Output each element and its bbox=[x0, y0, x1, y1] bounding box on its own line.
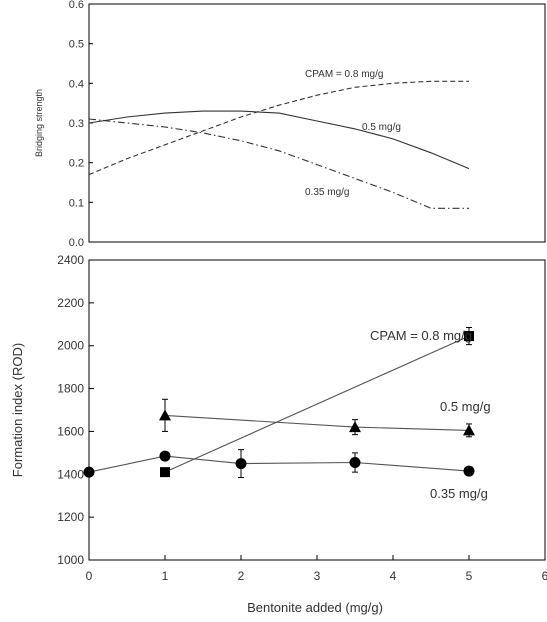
top-y-tick-label: 0.1 bbox=[69, 197, 84, 209]
bottom-series bbox=[83, 327, 475, 478]
top-series-lines bbox=[88, 80, 470, 209]
top-y-ticks: 0.0 0.1 0.2 0.3 0.4 0.5 0.6 bbox=[69, 0, 93, 249]
bottom-series-line-0 bbox=[164, 335, 470, 473]
bottom-x-tick-label: 1 bbox=[162, 569, 169, 583]
triangle-marker bbox=[159, 409, 171, 421]
bottom-x-tick-label: 6 bbox=[542, 569, 547, 583]
circle-marker bbox=[159, 450, 171, 462]
bottom-y-tick-label: 2200 bbox=[57, 296, 84, 310]
bottom-y-tick-label: 1400 bbox=[57, 467, 84, 481]
bottom-x-tick-label: 0 bbox=[86, 569, 93, 583]
bottom-y-axis-title: Formation index (ROD) bbox=[10, 343, 25, 477]
bottom-label-cpam-0.8: CPAM = 0.8 mg/g bbox=[370, 328, 472, 343]
top-series-line-0 bbox=[88, 80, 469, 176]
bottom-y-tick-label: 1000 bbox=[57, 553, 84, 567]
bottom-x-tick-label: 2 bbox=[238, 569, 245, 583]
top-y-tick-label: 0.0 bbox=[69, 237, 84, 249]
bottom-y-ticks: 1000 1200 1400 1600 1800 2000 2200 2400 bbox=[57, 253, 94, 567]
bottom-y-tick-label: 1600 bbox=[57, 424, 84, 438]
bottom-x-axis-title: Bentonite added (mg/g) bbox=[247, 600, 383, 615]
top-y-axis-title: Bridging strength bbox=[34, 89, 44, 157]
top-label-cpam-0.8: CPAM = 0.8 mg/g bbox=[305, 69, 383, 80]
square-marker bbox=[464, 331, 474, 342]
top-label-0.5: 0.5 mg/g bbox=[362, 122, 401, 133]
bottom-x-tick-label: 4 bbox=[390, 569, 397, 583]
bottom-x-tick-label: 3 bbox=[314, 569, 321, 583]
bottom-label-0.35: 0.35 mg/g bbox=[430, 486, 488, 501]
circle-marker bbox=[463, 465, 475, 477]
top-series-line-2 bbox=[88, 118, 469, 209]
bottom-y-tick-label: 1200 bbox=[57, 510, 84, 524]
bottom-series-line-1 bbox=[164, 414, 470, 431]
circle-marker bbox=[83, 466, 95, 478]
top-series-line-1 bbox=[88, 110, 470, 170]
top-label-0.35: 0.35 mg/g bbox=[305, 187, 349, 198]
bottom-y-tick-label: 2400 bbox=[57, 253, 84, 267]
top-y-tick-label: 0.6 bbox=[69, 0, 84, 11]
top-plot-frame bbox=[88, 3, 546, 243]
circle-marker bbox=[349, 457, 361, 468]
top-y-tick-label: 0.2 bbox=[69, 158, 84, 170]
bottom-series-line-2 bbox=[88, 455, 470, 473]
formation-index-chart: Formation index (ROD) Bentonite added (m… bbox=[10, 253, 547, 615]
bottom-y-tick-label: 2000 bbox=[57, 339, 84, 353]
square-marker bbox=[160, 467, 170, 478]
triangle-marker bbox=[349, 421, 361, 433]
bottom-y-tick-label: 1800 bbox=[57, 382, 84, 396]
bottom-x-ticks: 0 1 2 3 4 5 6 bbox=[86, 555, 547, 583]
bottom-label-0.5: 0.5 mg/g bbox=[440, 399, 491, 414]
circle-marker bbox=[235, 458, 247, 470]
top-y-tick-label: 0.4 bbox=[69, 78, 84, 90]
top-y-tick-label: 0.3 bbox=[69, 118, 84, 130]
top-y-tick-label: 0.5 bbox=[69, 39, 84, 51]
bridging-strength-chart: Bridging strength 0.00.10.20.30.40.50.6 … bbox=[34, 0, 546, 249]
bottom-x-tick-label: 5 bbox=[466, 569, 473, 583]
triangle-marker bbox=[463, 424, 475, 436]
